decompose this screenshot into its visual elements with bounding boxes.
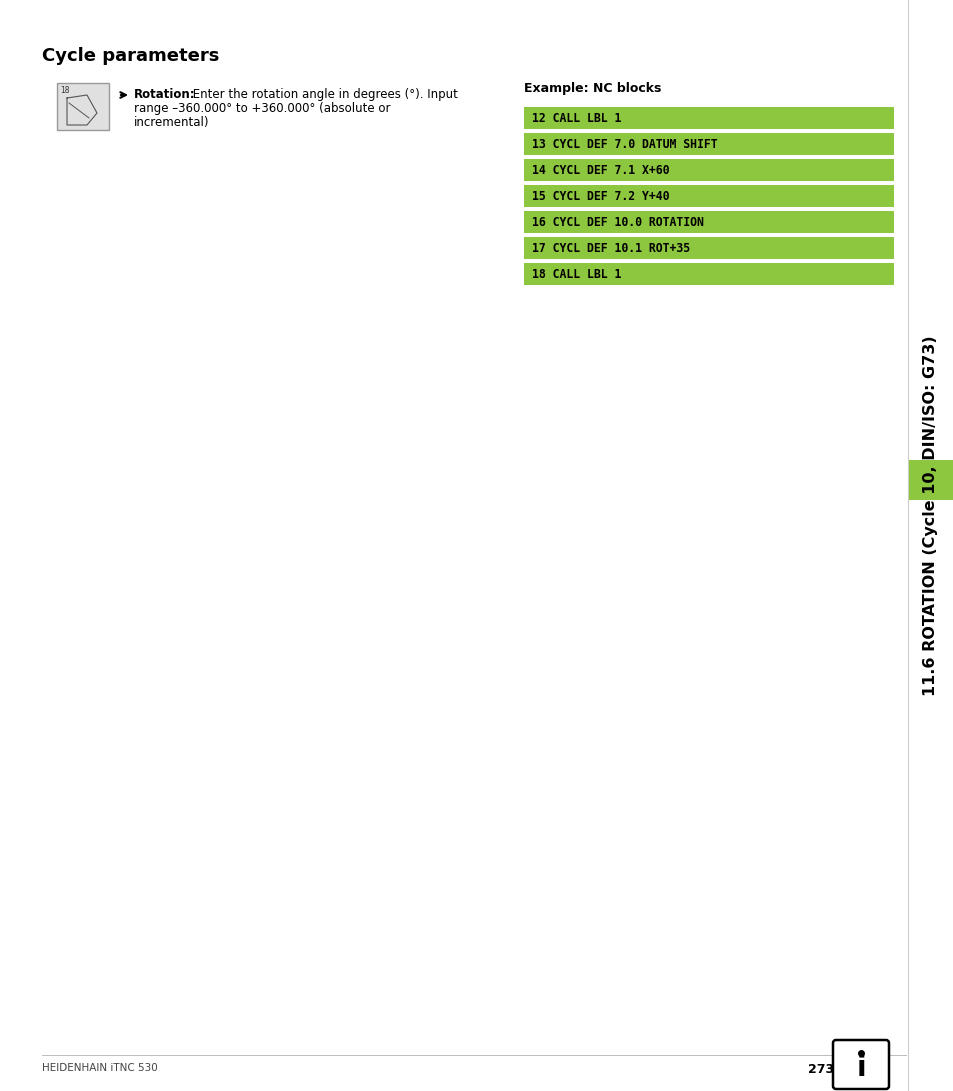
Text: 273: 273 — [807, 1063, 833, 1076]
Text: 17 CYCL DEF 10.1 ROT+35: 17 CYCL DEF 10.1 ROT+35 — [532, 242, 689, 255]
Bar — [523, 211, 893, 233]
Text: i: i — [855, 1054, 865, 1081]
Text: Example: NC blocks: Example: NC blocks — [523, 82, 660, 95]
Bar — [523, 133, 893, 155]
Bar — [57, 83, 109, 130]
Text: 16 CYCL DEF 10.0 ROTATION: 16 CYCL DEF 10.0 ROTATION — [532, 216, 703, 229]
Text: 18: 18 — [60, 86, 70, 95]
Text: Rotation:: Rotation: — [133, 88, 195, 101]
Text: HEIDENHAIN iTNC 530: HEIDENHAIN iTNC 530 — [42, 1063, 157, 1074]
Text: 14 CYCL DEF 7.1 X+60: 14 CYCL DEF 7.1 X+60 — [532, 164, 669, 177]
Bar — [907, 460, 953, 500]
Bar — [523, 237, 893, 259]
Text: 18 CALL LBL 1: 18 CALL LBL 1 — [532, 268, 620, 281]
Bar — [907, 0, 953, 1091]
Text: Cycle parameters: Cycle parameters — [42, 47, 219, 65]
Bar — [523, 185, 893, 207]
Text: 15 CYCL DEF 7.2 Y+40: 15 CYCL DEF 7.2 Y+40 — [532, 190, 669, 203]
Text: incremental): incremental) — [133, 116, 210, 129]
Bar — [523, 159, 893, 181]
Text: 12 CALL LBL 1: 12 CALL LBL 1 — [532, 112, 620, 125]
Text: Enter the rotation angle in degrees (°). Input: Enter the rotation angle in degrees (°).… — [189, 88, 457, 101]
Text: range –360.000° to +360.000° (absolute or: range –360.000° to +360.000° (absolute o… — [133, 101, 390, 115]
FancyBboxPatch shape — [832, 1040, 888, 1089]
Bar — [523, 107, 893, 129]
Bar — [523, 263, 893, 285]
Text: 11.6 ROTATION (Cycle 10, DIN/ISO: G73): 11.6 ROTATION (Cycle 10, DIN/ISO: G73) — [923, 335, 938, 696]
Text: 13 CYCL DEF 7.0 DATUM SHIFT: 13 CYCL DEF 7.0 DATUM SHIFT — [532, 137, 717, 151]
